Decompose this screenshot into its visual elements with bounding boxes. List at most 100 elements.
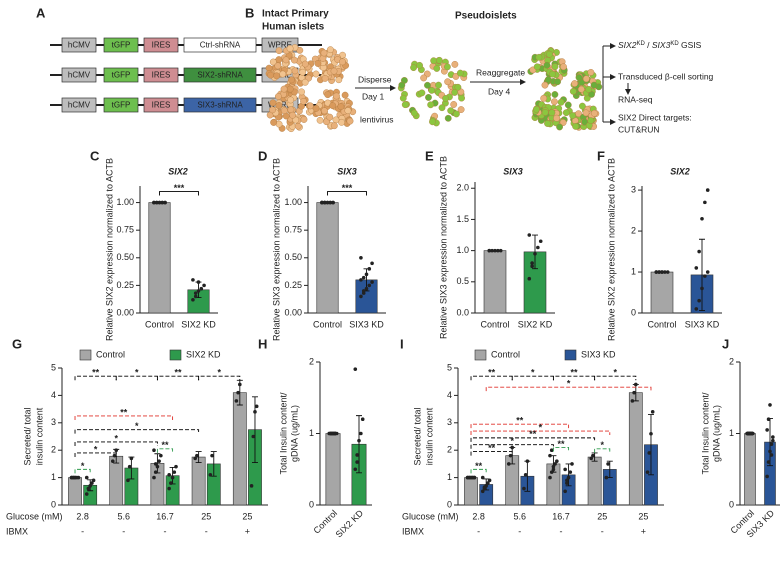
data-point — [157, 459, 161, 463]
cell — [401, 101, 409, 109]
panel-label: E — [425, 148, 434, 163]
data-point — [660, 270, 664, 274]
cell — [286, 45, 294, 52]
y-tick-label: 0.00 — [116, 307, 134, 317]
cell — [420, 74, 428, 82]
data-point — [110, 459, 115, 463]
bar — [628, 392, 643, 506]
y-tick-label: 0.50 — [116, 252, 134, 262]
cell — [590, 109, 598, 117]
data-point — [153, 462, 158, 466]
data-point — [527, 233, 532, 237]
cell — [416, 61, 423, 69]
cell — [582, 109, 590, 117]
data-point — [126, 478, 130, 483]
cell — [332, 116, 340, 124]
gene: SIX3 — [652, 40, 671, 50]
y-tick-label: 1.00 — [284, 197, 302, 207]
cell — [301, 78, 309, 86]
cell — [344, 107, 352, 115]
element-label: tGFP — [112, 101, 131, 110]
element-box — [103, 37, 139, 53]
significance-label: ** — [120, 407, 128, 417]
cell — [418, 89, 426, 97]
x-tick-label: 25 — [242, 511, 252, 521]
cell — [535, 53, 543, 61]
cell — [582, 75, 590, 83]
y-axis-label: Secreted/ total — [412, 407, 422, 465]
cell — [275, 102, 283, 109]
x-tick-label: 25 — [638, 511, 648, 521]
error-bar — [195, 451, 202, 463]
data-point — [76, 475, 81, 480]
cell — [533, 105, 540, 113]
cell — [298, 88, 305, 96]
cell — [312, 70, 320, 78]
y-tick-label: 0.50 — [284, 252, 302, 262]
cell — [557, 98, 565, 106]
x-tick-label: Control — [647, 319, 676, 329]
cell — [444, 114, 452, 122]
data-point — [169, 481, 173, 485]
y-tick-label: 1 — [51, 472, 56, 482]
significance-label: * — [94, 444, 98, 454]
cell — [546, 50, 553, 58]
data-point — [191, 278, 195, 282]
data-point — [510, 445, 515, 450]
data-point — [766, 460, 771, 464]
cell — [540, 94, 548, 102]
y-tick-label: 2.0 — [456, 183, 469, 193]
data-point — [768, 449, 772, 454]
x-axis-label: Glucose (mM) — [402, 511, 459, 521]
data-point — [359, 431, 363, 436]
cell — [269, 106, 276, 114]
cell — [289, 111, 296, 119]
significance-bracket — [470, 437, 596, 442]
significance-bracket — [485, 386, 652, 392]
data-point — [193, 291, 198, 295]
cell — [316, 116, 324, 124]
data-point — [663, 270, 667, 274]
data-point — [367, 283, 372, 288]
cell — [569, 87, 577, 95]
cell — [330, 67, 338, 75]
cell — [428, 86, 436, 94]
bar — [232, 392, 247, 506]
element-box — [103, 97, 139, 113]
bar — [464, 477, 478, 506]
cell — [273, 72, 281, 80]
gene: SIX2 — [618, 40, 637, 50]
significance-label: ** — [529, 429, 537, 439]
cell — [291, 67, 299, 75]
significance-label: ** — [516, 416, 524, 426]
cell — [274, 93, 282, 100]
cell — [562, 109, 570, 117]
data-point — [370, 280, 374, 284]
cell — [410, 64, 417, 72]
cell — [339, 58, 346, 66]
data-point — [159, 453, 163, 458]
cell — [571, 80, 579, 87]
data-point — [568, 470, 573, 474]
legend-swatch — [564, 349, 577, 361]
y-tick-label: 5 — [51, 362, 56, 372]
data-point — [193, 294, 198, 299]
data-point — [751, 431, 755, 436]
cell — [548, 109, 556, 117]
significance-label: * — [81, 461, 85, 471]
data-point — [167, 473, 171, 477]
cell — [430, 57, 438, 65]
panel-label: G — [12, 336, 22, 351]
data-point — [129, 456, 134, 461]
output-label: SIX2KD / SIX3KD GSIS — [618, 40, 702, 50]
data-point — [167, 486, 171, 491]
significance-bracket — [470, 423, 570, 429]
cell — [438, 104, 446, 112]
data-point — [493, 248, 497, 253]
y-tick-label: 2 — [447, 445, 452, 455]
cell — [326, 46, 334, 54]
y-tick-label: 2 — [729, 356, 734, 366]
constructs: hCMV tGFP IRES Ctrl-shRNA WPRE hCMV tGFP IRES SI… — [50, 37, 322, 113]
significance-label: * — [613, 368, 617, 378]
cell — [456, 69, 464, 77]
